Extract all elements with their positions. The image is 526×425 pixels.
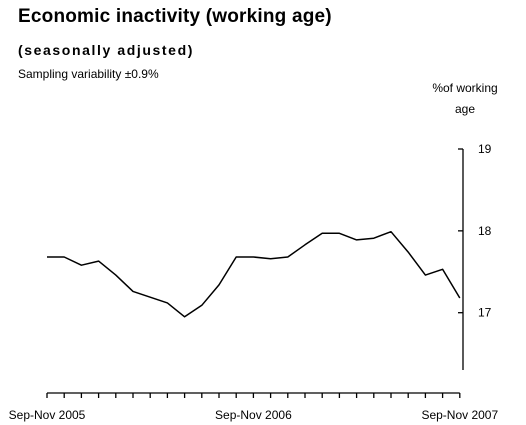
x-tick-label-24: Sep-Nov 2007 — [421, 408, 498, 422]
y-axis-label: %of working age — [410, 78, 520, 120]
y-axis: 17 18 19 — [458, 142, 492, 370]
sampling-variability-note: Sampling variability ±0.9% — [18, 67, 159, 81]
chart-subtitle: (seasonally adjusted) — [18, 42, 194, 58]
series-line-0 — [47, 230, 461, 318]
series-group — [47, 230, 461, 318]
y-tick-label-18: 18 — [478, 224, 492, 238]
y-tick-label-17: 17 — [478, 306, 492, 320]
y-axis-label-line1: %of working — [432, 81, 498, 95]
x-tick-label-0: Sep-Nov 2005 — [9, 408, 86, 422]
y-tick-label-19: 19 — [478, 142, 492, 156]
chart-title: Economic inactivity (working age) — [18, 6, 332, 27]
y-axis-label-line2: age — [454, 102, 476, 116]
x-tick-label-12: Sep-Nov 2006 — [215, 408, 292, 422]
x-axis: Sep-Nov 2005 Sep-Nov 2006 Sep-Nov 2007 — [9, 392, 498, 422]
